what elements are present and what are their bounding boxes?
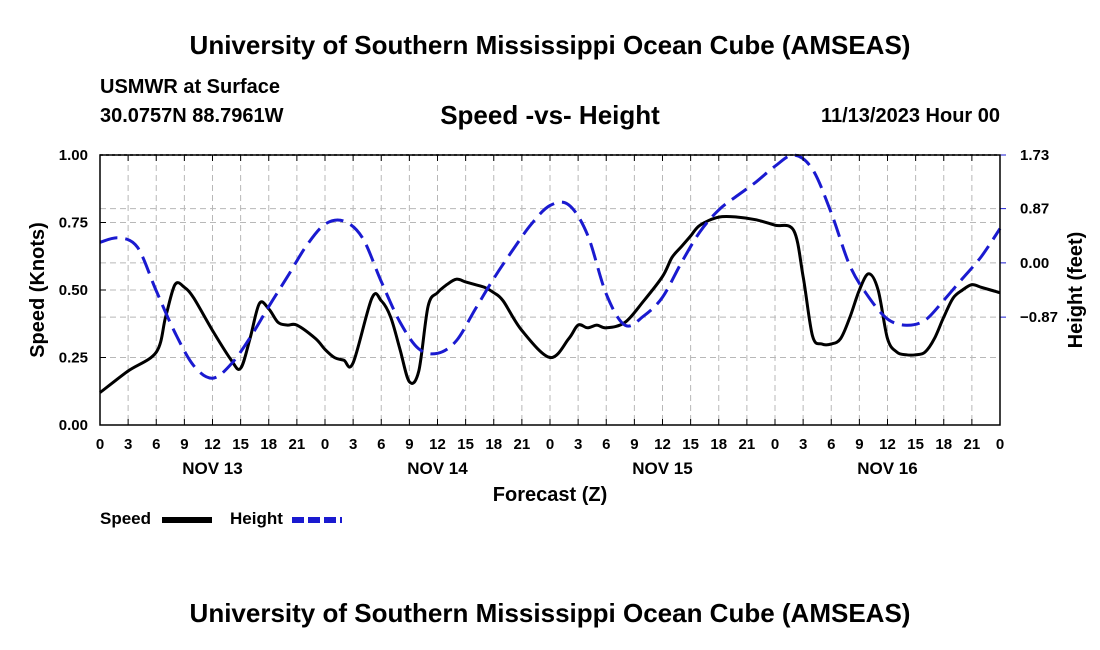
x-tick-label: 12 [879, 436, 896, 453]
x-axis-title: Forecast (Z) [493, 484, 607, 506]
station-label: USMWR at Surface [100, 76, 281, 98]
x-tick-label: 18 [935, 436, 952, 453]
y2-axis-title: Height (feet) [1065, 232, 1087, 349]
y-tick-label: 1.00 [59, 147, 88, 164]
x-tick-label: 9 [630, 436, 638, 453]
series-line-height [99, 153, 1002, 380]
x-tick-label: 6 [152, 436, 160, 453]
x-tick-label: 21 [739, 436, 756, 453]
x-tick-label: 0 [321, 436, 329, 453]
x-tick-label: 3 [124, 436, 132, 453]
x-tick-label: 6 [377, 436, 385, 453]
x-tick-label: 21 [514, 436, 531, 453]
grid-layer [100, 154, 1000, 425]
y2-tick-label: 1.73 [1020, 147, 1049, 164]
x-tick-label: 3 [574, 436, 582, 453]
x-tick-label: 0 [996, 436, 1004, 453]
x-tick-label: 9 [180, 436, 188, 453]
x-tick-label: 3 [799, 436, 807, 453]
x-tick-label: 21 [289, 436, 306, 453]
x-tick-label: 12 [204, 436, 221, 453]
x-tick-label: 12 [429, 436, 446, 453]
chart-main-title: University of Southern Mississippi Ocean… [189, 30, 911, 60]
y-tick-label: 0.25 [59, 350, 88, 367]
x-tick-label: 0 [96, 436, 104, 453]
x-tick-label: 12 [654, 436, 671, 453]
series-line-speed [99, 214, 1001, 394]
x-tick-label: 15 [682, 436, 699, 453]
y2-tick-label: −0.87 [1020, 309, 1058, 326]
day-label: NOV 15 [632, 459, 692, 478]
x-tick-label: 6 [602, 436, 610, 453]
forecast-datetime: 11/13/2023 Hour 00 [820, 105, 1000, 127]
y-tick-label: 0.50 [59, 282, 88, 299]
x-tick-label: 9 [855, 436, 863, 453]
x-tick-label: 18 [710, 436, 727, 453]
axes-layer [99, 154, 1006, 426]
x-tick-label: 18 [485, 436, 502, 453]
day-label: NOV 16 [857, 459, 917, 478]
x-tick-label: 0 [771, 436, 779, 453]
x-tick-label: 0 [546, 436, 554, 453]
legend-speed-label: Speed [100, 509, 152, 528]
day-label: NOV 14 [407, 459, 468, 478]
x-tick-label: 3 [349, 436, 357, 453]
x-tick-label: 15 [232, 436, 249, 453]
x-tick-label: 15 [907, 436, 924, 453]
labels-layer: 0 3 6 9 12 15 18 21 0 3 6 9 12 15 18 21 0 3 6 9 12 15 18 21 0 3 6 9… [27, 147, 1087, 506]
chart-subtitle: Speed -vs- Height [440, 100, 660, 130]
footer-title: University of Southern Mississippi Ocean… [189, 598, 911, 628]
series-layer [99, 153, 1002, 394]
x-tick-label: 21 [964, 436, 981, 453]
y2-tick-label: 0.87 [1020, 201, 1049, 218]
x-tick-label: 15 [457, 436, 474, 453]
y-tick-label: 0.00 [59, 417, 88, 434]
x-tick-label: 6 [827, 436, 835, 453]
y2-tick-label: 0.00 [1020, 255, 1049, 272]
y-axis-title: Speed (Knots) [27, 222, 49, 358]
station-coordinates: 30.0757N 88.7961W [100, 105, 284, 127]
y-tick-label: 0.75 [59, 215, 88, 232]
x-tick-label: 18 [260, 436, 277, 453]
legend-height-label: Height [230, 509, 283, 528]
day-label: NOV 13 [182, 459, 242, 478]
x-tick-label: 9 [405, 436, 413, 453]
